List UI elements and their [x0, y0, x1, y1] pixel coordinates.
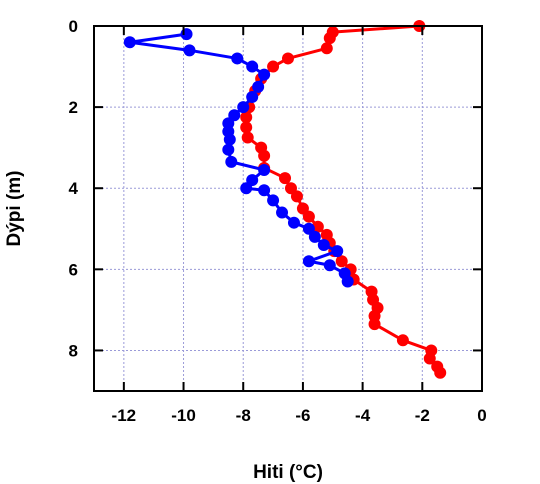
- data-point: [240, 182, 253, 195]
- data-point: [246, 60, 259, 73]
- series-layer: [123, 20, 447, 379]
- data-point: [320, 42, 333, 55]
- data-point: [267, 194, 280, 207]
- data-point: [323, 259, 336, 272]
- data-point: [282, 52, 294, 65]
- data-point: [302, 210, 315, 223]
- data-point: [252, 80, 265, 93]
- x-tick-label: -10: [171, 406, 196, 425]
- series-1: [123, 28, 354, 288]
- data-point: [258, 149, 271, 162]
- grid-lines: [94, 25, 483, 391]
- data-point: [267, 60, 280, 73]
- data-point: [225, 155, 238, 168]
- data-point: [258, 184, 271, 197]
- data-point: [434, 366, 447, 379]
- data-point: [241, 131, 254, 144]
- data-point: [222, 143, 235, 156]
- y-tick-label: 8: [69, 341, 78, 360]
- data-point: [396, 334, 409, 347]
- series-line: [128, 32, 350, 283]
- x-tick-label: -6: [295, 406, 310, 425]
- data-point: [308, 230, 321, 243]
- data-point: [183, 44, 196, 57]
- x-tick-label: -4: [355, 406, 371, 425]
- x-tick-label: -2: [415, 406, 430, 425]
- data-point: [180, 28, 193, 41]
- data-point: [302, 255, 315, 268]
- x-tick-label: -12: [112, 406, 137, 425]
- data-point: [368, 318, 381, 331]
- data-point: [423, 352, 436, 365]
- data-point: [287, 216, 300, 229]
- data-point: [279, 172, 292, 185]
- data-point: [240, 121, 253, 134]
- data-point: [276, 206, 289, 219]
- data-point: [311, 220, 324, 233]
- data-point: [231, 52, 244, 65]
- data-point: [323, 32, 336, 45]
- data-point: [240, 111, 253, 124]
- data-point: [317, 239, 330, 251]
- y-tick-label: 0: [69, 17, 78, 36]
- y-tick-label: 2: [69, 98, 78, 117]
- data-point: [341, 275, 354, 288]
- y-tick-label: 6: [69, 260, 78, 279]
- data-point: [223, 133, 236, 146]
- data-point: [246, 90, 259, 103]
- data-point: [237, 101, 250, 114]
- data-point: [335, 255, 348, 268]
- data-point: [258, 68, 271, 81]
- data-point: [123, 36, 136, 49]
- data-point: [258, 163, 271, 176]
- x-axis-label: Hiti (°C): [253, 462, 323, 483]
- axis-ticks: -12 -10 -8 -6 -4 -2 0 0 2 4 6 8: [69, 17, 487, 425]
- x-tick-label: 0: [477, 406, 486, 425]
- data-point: [331, 245, 344, 258]
- y-axis-label: Dýpi (m): [4, 171, 25, 247]
- x-tick-label: -8: [236, 406, 251, 425]
- y-tick-label: 4: [69, 179, 79, 198]
- data-point: [290, 190, 303, 203]
- plot-frame: [93, 25, 483, 392]
